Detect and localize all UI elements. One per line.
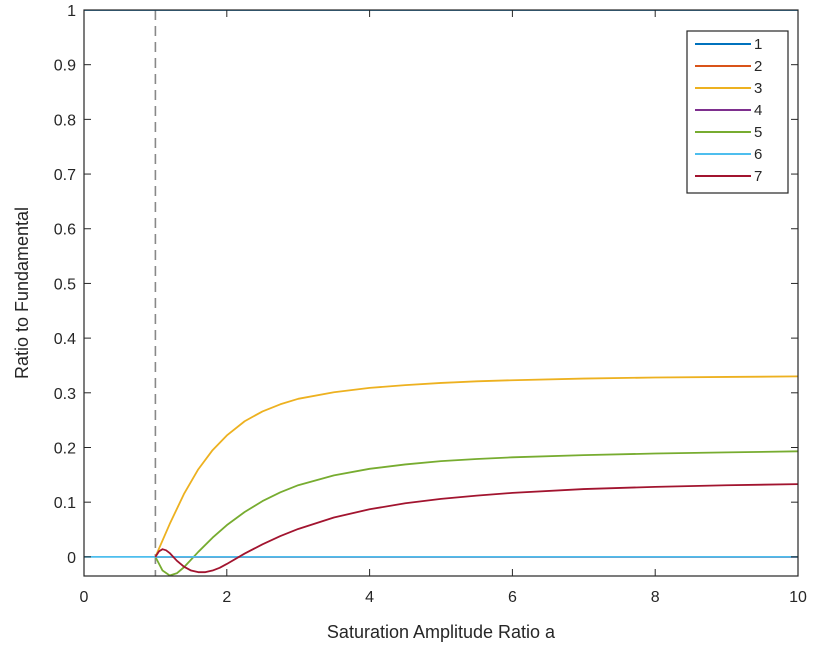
y-tick-label: 0.7 (54, 167, 76, 184)
x-tick-label: 6 (508, 589, 517, 606)
legend-label-4: 4 (754, 102, 762, 119)
x-tick-label: 2 (222, 589, 231, 606)
y-tick-label: 0.9 (54, 58, 76, 75)
series-line-5 (154, 450, 798, 576)
legend-label-6: 6 (754, 146, 762, 163)
y-tick-label: 0.2 (54, 440, 76, 457)
x-tick-label: 10 (789, 589, 807, 606)
y-tick-label: 0.3 (54, 386, 76, 403)
legend-label-2: 2 (754, 58, 762, 75)
legend-label-7: 7 (754, 168, 762, 185)
legend-label-5: 5 (754, 124, 762, 141)
x-tick-label: 4 (365, 589, 374, 606)
legend-label-1: 1 (754, 36, 762, 53)
y-axis-label: Ratio to Fundamental (12, 207, 32, 379)
y-tick-label: 0.1 (54, 495, 76, 512)
y-tick-label: 0 (67, 550, 76, 567)
x-tick-label: 8 (651, 589, 660, 606)
series-layer (84, 10, 798, 576)
y-tick-label: 0.4 (54, 331, 76, 348)
series-line-7 (154, 483, 798, 574)
y-tick-label: 0.5 (54, 276, 76, 293)
axes-layer: 0 2 4 6 8 10 0 0.1 0.2 0.3 0.4 0.5 0.6 0.7 0.8 0.9 1 (54, 3, 807, 606)
x-axis-label: Saturation Amplitude Ratio a (327, 622, 556, 642)
axes-box (83, 9, 799, 577)
y-tick-label: 1 (67, 3, 76, 20)
legend: 1 2 3 4 5 6 7 (686, 30, 789, 194)
y-tick-label: 0.6 (54, 222, 76, 239)
x-tick-label: 0 (80, 589, 89, 606)
y-tick-label: 0.8 (54, 112, 76, 129)
legend-box (686, 30, 789, 194)
legend-label-3: 3 (754, 80, 762, 97)
series-line-3 (154, 375, 798, 558)
